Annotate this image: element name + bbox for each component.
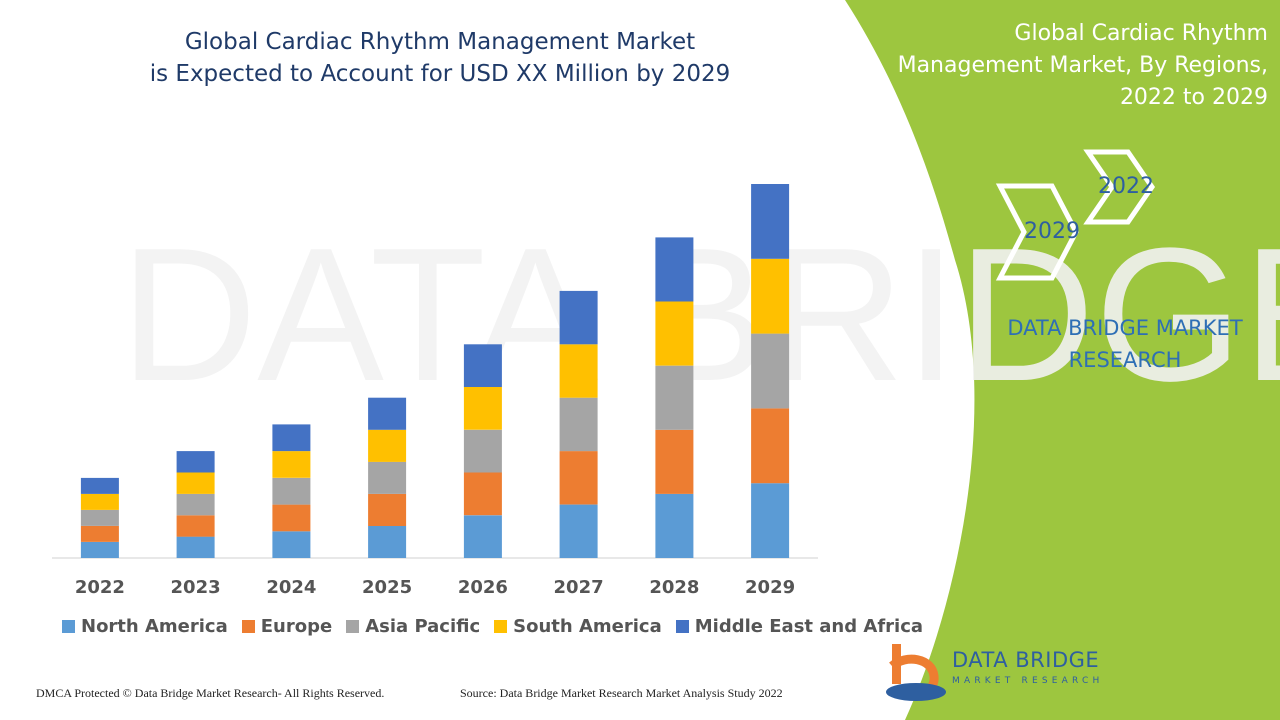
side-title-line3: 2022 to 2029 [1119,85,1268,110]
bar-segment-2029-europe [751,408,790,484]
logo-name: DATA BRIDGE [952,648,1100,672]
bar-segment-2029-asia-pacific [751,333,790,409]
legend-item-middle-east-and-africa: Middle East and Africa [675,616,924,637]
bar-segment-2028-north-america [655,493,694,558]
bar-segment-2022-north-america [80,542,119,558]
x-tick-label-2025: 2025 [362,577,412,598]
bar-segment-2024-middle-east-and-africa [272,424,311,452]
bar-segment-2028-middle-east-and-africa [655,237,694,302]
logo-subtitle: MARKET RESEARCH [952,676,1104,686]
watermark: DATA BRIDGE [120,209,1280,421]
copyright-notice: DMCA Protected © Data Bridge Market Rese… [36,686,385,700]
side-title: Global Cardiac Rhythm Management Market,… [888,18,1268,114]
x-tick-label-2027: 2027 [554,577,604,598]
x-tick-label-2024: 2024 [266,577,316,598]
bar-segment-2028-asia-pacific [655,365,694,430]
bar-segment-2022-middle-east-and-africa [80,477,119,494]
chart-title-line1: Global Cardiac Rhythm Management Market [184,29,696,55]
bar-segment-2023-asia-pacific [176,493,215,516]
x-tick-label-2023: 2023 [171,577,221,598]
bar-segment-2029-middle-east-and-africa [751,184,790,259]
bar-segment-2025-europe [368,493,407,526]
bar-segment-2028-south-america [655,301,694,366]
bar-segment-2026-europe [463,472,502,516]
bar-segment-2026-middle-east-and-africa [463,344,502,387]
x-tick-label-2026: 2026 [458,577,508,598]
brand-line2: RESEARCH [1068,348,1182,372]
brand-line1: DATA BRIDGE MARKET [1007,316,1243,340]
bar-segment-2023-south-america [176,472,215,494]
logo-icon [886,644,946,701]
bar-segment-2023-north-america [176,536,215,558]
hexagon-label-2022: 2022 [1098,174,1154,199]
bar-segment-2022-asia-pacific [80,509,119,526]
bar-segment-2024-asia-pacific [272,477,311,505]
legend-label: South America [513,616,662,637]
legend-item-north-america: North America [62,616,228,637]
bar-segment-2027-north-america [559,504,598,558]
bar-segment-2022-south-america [80,493,119,510]
bar-segment-2025-asia-pacific [368,461,407,494]
hexagon-2022 [1083,149,1156,225]
legend-label: North America [81,616,228,637]
legend-swatch [675,620,689,633]
legend-swatch [494,620,508,633]
green-side-panel [845,0,1280,720]
hexagon-label-2029: 2029 [1024,219,1080,244]
legend-item-europe: Europe [241,616,333,637]
bar-segment-2024-europe [272,504,311,532]
x-tick-label-2029: 2029 [745,577,795,598]
legend-label: Middle East and Africa [694,616,924,637]
x-tick-label-2028: 2028 [649,577,699,598]
bars-group [80,184,790,558]
bar-segment-2027-south-america [559,344,598,398]
chart-title: Global Cardiac Rhythm Management Market … [120,26,760,90]
legend-swatch [62,620,75,633]
side-title-line2: Management Market, By Regions, [897,53,1268,78]
brand-text: DATA BRIDGE MARKET RESEARCH [990,312,1260,376]
bar-segment-2026-north-america [463,515,502,558]
bar-segment-2026-asia-pacific [463,429,502,473]
legend-label: Europe [260,616,333,637]
bar-segment-2026-south-america [463,387,502,430]
legend-swatch [241,620,255,633]
bar-segment-2029-south-america [751,258,790,334]
bar-segment-2027-europe [559,451,598,505]
bar-segment-2027-asia-pacific [559,397,598,452]
bar-segment-2027-middle-east-and-africa [559,290,598,345]
legend-swatch [346,620,360,633]
source-note: Source: Data Bridge Market Research Mark… [460,686,783,700]
hexagon-2029 [995,183,1079,281]
bar-segment-2023-europe [176,515,215,537]
legend-item-south-america: South America [494,616,662,637]
x-tick-labels: 2022 2023 2024 2025 2026 2027 2028 2029 [75,577,795,598]
bar-segment-2028-europe [655,429,694,494]
chart-legend: North America Europe Asia Pacific South Ame… [62,616,923,637]
bar-segment-2029-north-america [751,483,790,558]
legend-label: Asia Pacific [365,616,481,637]
legend-item-asia-pacific: Asia Pacific [346,616,480,637]
bar-segment-2023-middle-east-and-africa [176,451,215,473]
bar-segment-2025-south-america [368,429,407,462]
bar-segment-2025-middle-east-and-africa [368,397,407,430]
chart-title-line2: is Expected to Account for USD XX Millio… [149,61,731,87]
bar-segment-2022-europe [80,525,119,542]
x-tick-label-2022: 2022 [75,577,125,598]
side-title-line1: Global Cardiac Rhythm [1014,21,1268,46]
bar-segment-2024-north-america [272,531,311,558]
bar-segment-2024-south-america [272,451,311,478]
bar-segment-2025-north-america [368,525,407,558]
